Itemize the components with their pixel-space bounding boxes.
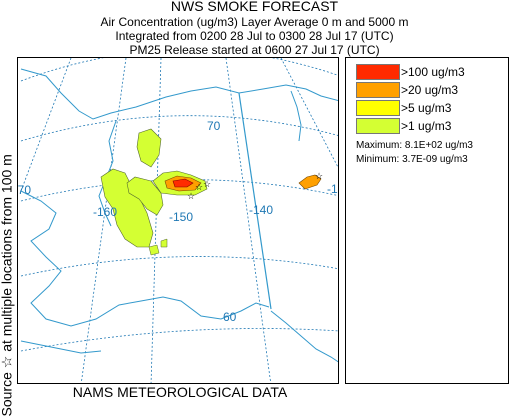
plume-west-2 <box>136 128 162 168</box>
subtitle-release: PM25 Release started at 0600 27 Jul 17 (… <box>129 43 380 57</box>
lon-130-label: -130 <box>327 182 339 196</box>
lat-70-label: 70 <box>207 119 221 133</box>
source-markers: ☆ ☆ ☆ ☆ <box>187 171 323 201</box>
latitude-lines <box>20 58 338 352</box>
maximum-value: Maximum: 8.1E+02 ug/m3 <box>356 140 473 151</box>
legend-panel: >100 ug/m3 >20 ug/m3 >5 ug/m3 >1 ug/m3 M… <box>345 57 509 384</box>
legend-swatch <box>356 82 400 98</box>
map-panel: ☆ ☆ ☆ ☆ -170 -160 -150 -140 -130 70 60 <box>17 57 339 384</box>
subtitle-layer: Air Concentration (ug/m3) Layer Average … <box>100 15 409 29</box>
source-star-icon: ☆ <box>195 182 203 192</box>
minimum-value: Minimum: 3.7E-09 ug/m3 <box>356 154 468 165</box>
lon-140-label: -140 <box>249 203 273 217</box>
longitude-lines <box>20 58 338 383</box>
legend-swatch <box>356 100 400 116</box>
plume-central-core <box>172 178 194 188</box>
lat-60-label: 60 <box>223 310 237 324</box>
border-line <box>238 92 272 310</box>
footer-data-source: NAMS METEOROLOGICAL DATA <box>72 384 288 400</box>
lon-170-label: -170 <box>18 183 31 197</box>
legend-label: >100 ug/m3 <box>401 65 465 79</box>
source-star-icon: ☆ <box>315 171 323 181</box>
source-star-icon: ☆ <box>187 191 195 201</box>
plume-small-1 <box>148 244 160 256</box>
legend-swatch <box>356 64 400 80</box>
source-star-icon: ☆ <box>203 179 211 189</box>
legend-swatch <box>356 118 400 134</box>
plume-west-1 <box>100 168 154 248</box>
plume-yukon <box>298 174 322 190</box>
legend-label: >1 ug/m3 <box>401 119 452 133</box>
plume-west-3 <box>126 176 164 216</box>
legend-label: >5 ug/m3 <box>401 101 452 115</box>
plume-small-2 <box>160 238 168 248</box>
alaska-map: ☆ ☆ ☆ ☆ -170 -160 -150 -140 -130 70 60 <box>18 58 339 383</box>
lat-70-line <box>20 115 338 142</box>
source-side-label: Source ☆ at multiple locations from 100 … <box>0 154 15 417</box>
coastline <box>20 68 338 363</box>
lon-160-label: -160 <box>93 205 117 219</box>
lon-150-label: -150 <box>169 210 193 224</box>
page-title: NWS SMOKE FORECAST <box>170 0 339 14</box>
lat-60-line <box>20 328 338 352</box>
smoke-plumes <box>100 128 322 256</box>
legend-label: >20 ug/m3 <box>401 83 459 97</box>
subtitle-integration: Integrated from 0200 28 Jul to 0300 28 J… <box>115 29 394 43</box>
